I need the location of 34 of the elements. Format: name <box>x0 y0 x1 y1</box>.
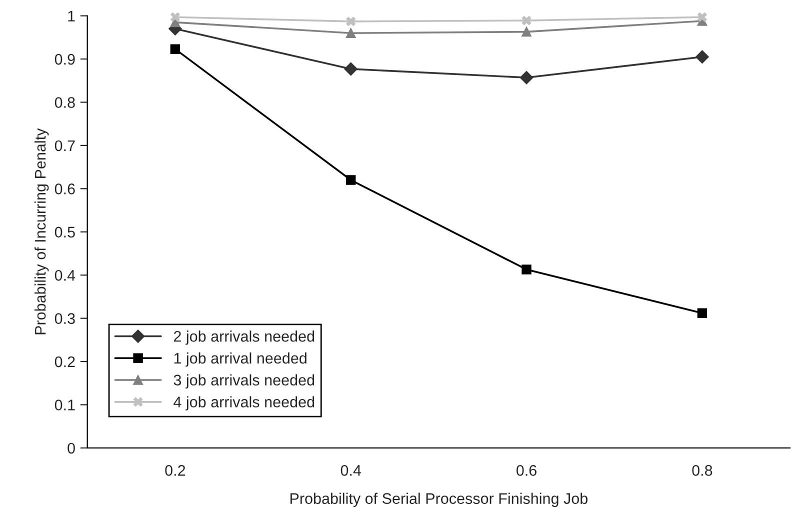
y-tick-label: 0 <box>68 442 75 454</box>
y-tick-label: 0.5 <box>54 226 75 238</box>
x-tick-label: 0.4 <box>340 465 362 476</box>
y-tick-label: 0.7 <box>54 140 75 152</box>
legend-label: 3 job arrivals needed <box>174 374 314 389</box>
x-axis-title: Probability of Serial Processor Finishing Job <box>290 492 588 507</box>
point <box>697 308 708 318</box>
point <box>346 175 356 185</box>
legend-label: 4 job arrivals needed <box>174 396 314 410</box>
point <box>520 71 534 84</box>
y-tick-label: 0.3 <box>54 313 75 324</box>
point <box>522 264 532 274</box>
x-tick-label: 0.2 <box>165 465 186 476</box>
point <box>170 12 180 22</box>
y-tick-label: 0.4 <box>54 270 76 281</box>
point <box>170 44 180 54</box>
x-tick-label: 0.8 <box>692 465 712 476</box>
y-tick-label: 0.1 <box>54 400 75 410</box>
y-axis-title: Probability of Incurring Penalty <box>34 128 49 334</box>
point <box>346 28 356 38</box>
y-tick-label: 0.9 <box>54 54 75 65</box>
point <box>346 16 356 26</box>
x-tick-label: 0.6 <box>516 465 536 476</box>
point <box>522 26 532 37</box>
point <box>697 12 708 22</box>
y-tick-label: 1 <box>68 10 75 22</box>
legend-label: 2 job arrivals needed <box>174 330 314 345</box>
point <box>696 50 709 64</box>
y-tick-label: 0.8 <box>54 97 75 108</box>
point <box>344 62 358 76</box>
point <box>522 16 532 26</box>
y-tick-label: 0.6 <box>54 184 75 194</box>
legend-label: 1 job arrival needed <box>174 352 306 367</box>
y-tick-label: 0.2 <box>54 356 75 368</box>
